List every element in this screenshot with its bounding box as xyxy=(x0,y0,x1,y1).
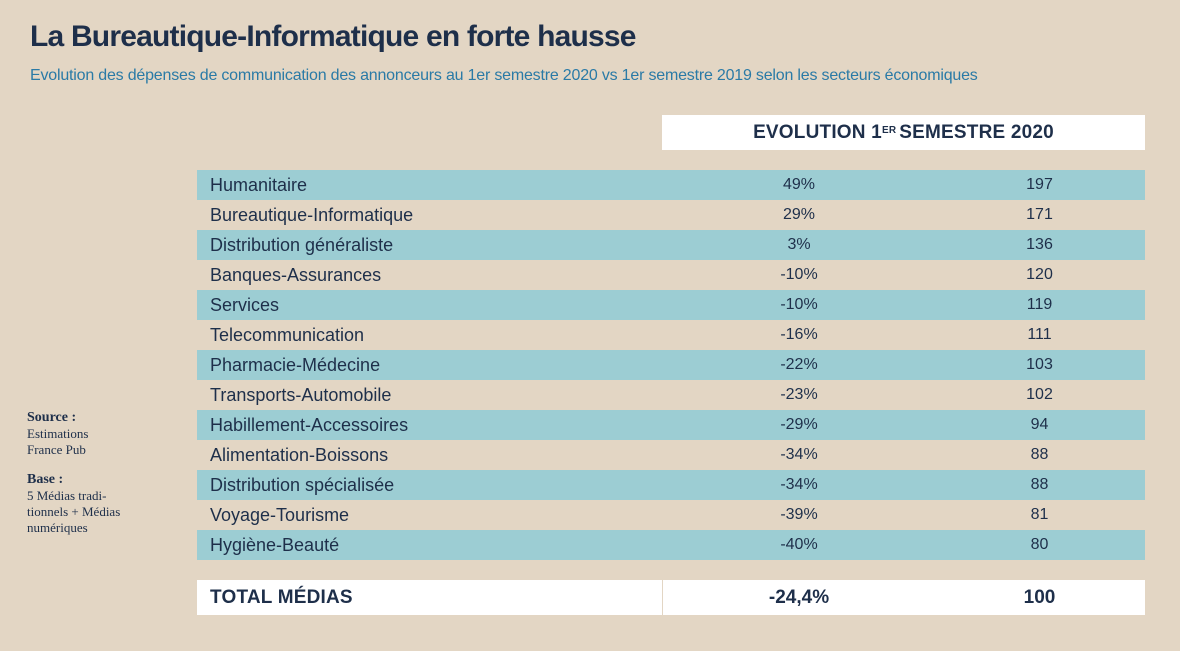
evolution-value: -34% xyxy=(780,476,818,493)
column-header: EVOLUTION 1 ER SEMESTRE 2020 xyxy=(662,115,1145,150)
table-row: Alimentation-Boissons -34% 88 xyxy=(197,440,1145,470)
sector-label: Distribution spécialisée xyxy=(210,474,395,495)
table-row: Services -10% 119 xyxy=(197,290,1145,320)
total-label: TOTAL MÉDIAS xyxy=(210,586,353,608)
evolution-value: -10% xyxy=(780,266,818,283)
sector-label: Hygiène-Beauté xyxy=(210,534,340,555)
sector-label: Distribution généraliste xyxy=(210,234,394,255)
table-row: Hygiène-Beauté -40% 80 xyxy=(197,530,1145,560)
index-value: 119 xyxy=(1026,296,1053,313)
index-value: 197 xyxy=(1026,176,1053,193)
sector-label: Bureautique-Informatique xyxy=(210,204,414,225)
evolution-value: -22% xyxy=(780,356,818,373)
table-row: Transports-Automobile -23% 102 xyxy=(197,380,1145,410)
index-value: 94 xyxy=(1030,416,1049,433)
evolution-value: 3% xyxy=(787,236,811,253)
data-table: Humanitaire 49% 197 Bureautique-Informatiqu… xyxy=(197,170,1145,560)
evolution-value: 49% xyxy=(782,176,816,193)
table-row: Pharmacie-Médecine -22% 103 xyxy=(197,350,1145,380)
total-separator xyxy=(662,580,663,615)
index-value: 136 xyxy=(1026,236,1053,253)
source-line: France Pub xyxy=(27,442,86,457)
index-value: 80 xyxy=(1030,536,1049,553)
base-line: 5 Médias tradi- xyxy=(27,488,107,503)
table-row: Habillement-Accessoires -29% 94 xyxy=(197,410,1145,440)
evolution-value: -40% xyxy=(780,536,818,553)
table-row: Humanitaire 49% 197 xyxy=(197,170,1145,200)
index-value: 171 xyxy=(1026,206,1053,223)
evolution-value: -29% xyxy=(780,416,818,433)
page-subtitle: Evolution des dépenses de communication … xyxy=(30,67,978,84)
sector-label: Pharmacie-Médecine xyxy=(210,354,381,375)
evolution-value: -34% xyxy=(780,446,818,463)
base-label: Base : xyxy=(27,472,64,487)
sector-label: Habillement-Accessoires xyxy=(210,414,409,435)
index-value: 120 xyxy=(1026,266,1053,283)
side-notes: Source : Estimations France Pub Base : 5… xyxy=(27,410,167,550)
sector-label: Voyage-Tourisme xyxy=(210,504,350,525)
base-line: numériques xyxy=(27,520,88,535)
sector-label: Alimentation-Boissons xyxy=(210,444,389,465)
index-value: 103 xyxy=(1026,356,1053,373)
index-value: 102 xyxy=(1026,386,1053,403)
index-value: 111 xyxy=(1027,326,1052,343)
sector-label: Banques-Assurances xyxy=(210,264,382,285)
index-value: 88 xyxy=(1030,476,1049,493)
page-title: La Bureautique-Informatique en forte hau… xyxy=(30,20,637,53)
base-note: Base : 5 Médias tradi- tionnels + Médias… xyxy=(27,472,167,536)
evolution-value: -39% xyxy=(780,506,818,523)
total-evolution: -24,4% xyxy=(768,586,830,608)
sector-label: Transports-Automobile xyxy=(210,384,392,405)
table-row: Bureautique-Informatique 29% 171 xyxy=(197,200,1145,230)
index-value: 88 xyxy=(1030,446,1049,463)
column-header-suffix: SEMESTRE 2020 xyxy=(899,121,1054,143)
table-row: Banques-Assurances -10% 120 xyxy=(197,260,1145,290)
column-header-prefix: EVOLUTION 1 xyxy=(753,121,882,143)
table-row: Distribution spécialisée -34% 88 xyxy=(197,470,1145,500)
evolution-value: 29% xyxy=(782,206,816,223)
total-index: 100 xyxy=(1023,586,1056,608)
source-note: Source : Estimations France Pub xyxy=(27,410,167,458)
column-header-sup: ER xyxy=(881,125,897,136)
sector-label: Telecommunication xyxy=(210,324,365,345)
sector-label: Services xyxy=(210,294,280,315)
total-row: TOTAL MÉDIAS -24,4% 100 xyxy=(197,580,1145,615)
evolution-value: -16% xyxy=(780,326,818,343)
table-row: Distribution généraliste 3% 136 xyxy=(197,230,1145,260)
index-value: 81 xyxy=(1030,506,1049,523)
evolution-value: -10% xyxy=(780,296,818,313)
source-label: Source : xyxy=(27,410,77,425)
table-row: Voyage-Tourisme -39% 81 xyxy=(197,500,1145,530)
base-line: tionnels + Médias xyxy=(27,504,121,519)
sector-label: Humanitaire xyxy=(210,174,308,195)
table-row: Telecommunication -16% 111 xyxy=(197,320,1145,350)
evolution-value: -23% xyxy=(780,386,818,403)
source-line: Estimations xyxy=(27,426,89,441)
